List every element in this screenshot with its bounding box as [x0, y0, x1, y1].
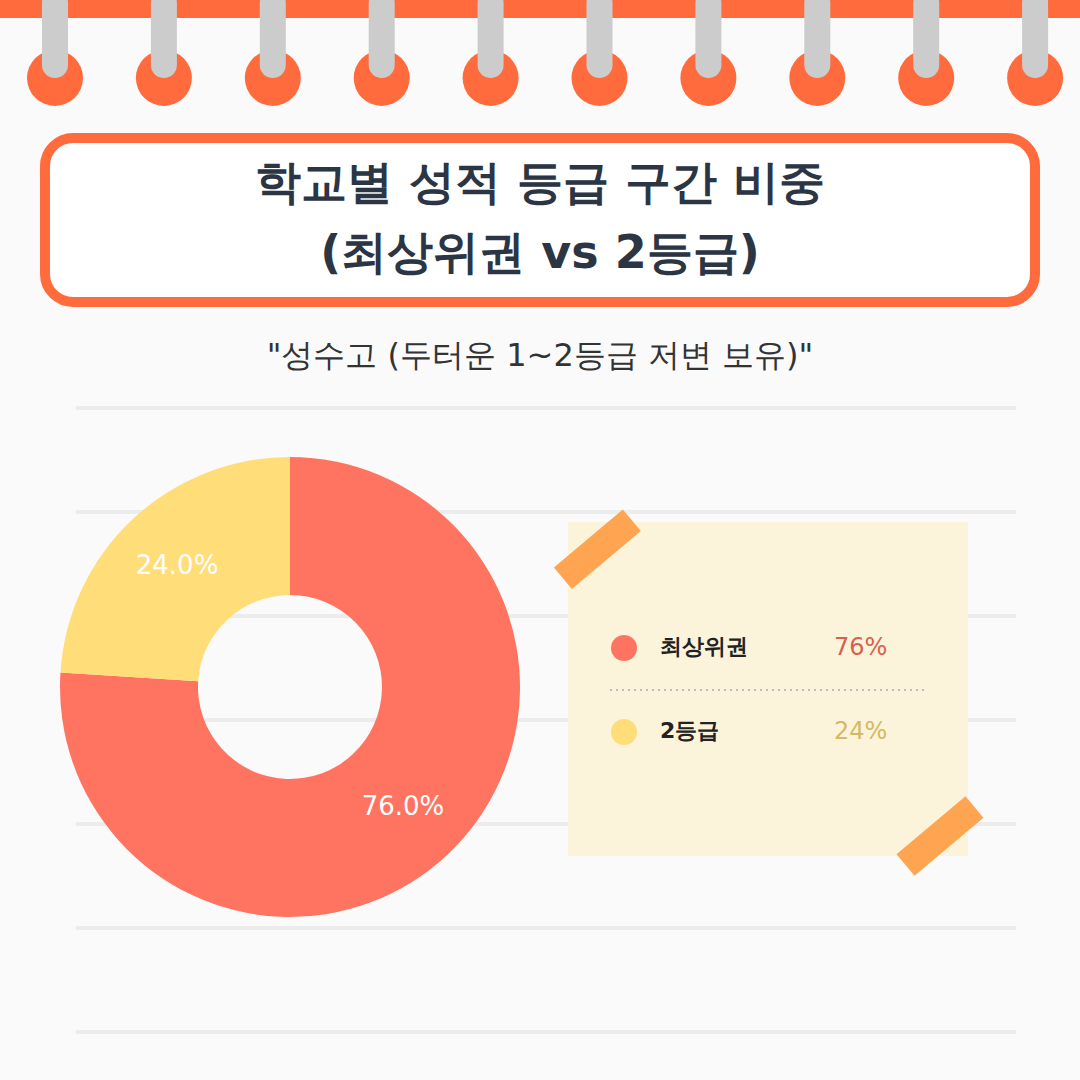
notebook-line	[76, 1030, 1016, 1034]
slice	[60, 457, 290, 681]
title-line: 학교별 성적 등급 구간 비중	[255, 155, 825, 209]
data-label: 76.0%	[362, 791, 445, 821]
sticky-note	[568, 522, 968, 856]
binder-ring	[260, 0, 286, 78]
legend-value: 24%	[834, 717, 887, 745]
notebook-line	[76, 406, 1016, 410]
binder-ring	[913, 0, 939, 78]
tape	[554, 510, 641, 589]
subtitle: "성수고 (두터운 1~2등급 저변 보유)"	[267, 336, 814, 374]
binder-ring	[1022, 0, 1048, 78]
legend-label: 최상위권	[660, 634, 748, 659]
legend-swatch	[611, 719, 637, 745]
legend-swatch	[611, 635, 637, 661]
binder-ring	[478, 0, 504, 78]
donut	[60, 457, 520, 917]
notebook-line	[76, 926, 1016, 930]
binder-ring	[804, 0, 830, 78]
data-label: 24.0%	[136, 550, 219, 580]
tape	[897, 796, 984, 875]
binder-ring	[42, 0, 68, 78]
chart-svg: 학교별 성적 등급 구간 비중 (최상위권 vs 2등급) "성수고 (두터운 1~…	[0, 0, 1080, 1080]
title-box	[45, 138, 1035, 302]
binder-ring	[587, 0, 613, 78]
title-line: (최상위권 vs 2등급)	[320, 225, 759, 279]
binder-ring	[695, 0, 721, 78]
legend-divider	[610, 689, 928, 691]
chart-root: 학교별 성적 등급 구간 비중 (최상위권 vs 2등급) "성수고 (두터운 1~…	[0, 0, 1080, 1080]
legend: 최상위권 76% 2등급 24%	[554, 510, 984, 876]
binder-ring	[369, 0, 395, 78]
legend-label: 2등급	[660, 718, 719, 743]
title: 학교별 성적 등급 구간 비중 (최상위권 vs 2등급)	[255, 155, 825, 279]
data-labels: 76.0% 24.0%	[136, 550, 445, 821]
binder	[0, 0, 1080, 106]
binder-ring	[151, 0, 177, 78]
slice	[60, 457, 520, 917]
legend-value: 76%	[834, 633, 887, 661]
background	[0, 0, 1080, 1080]
